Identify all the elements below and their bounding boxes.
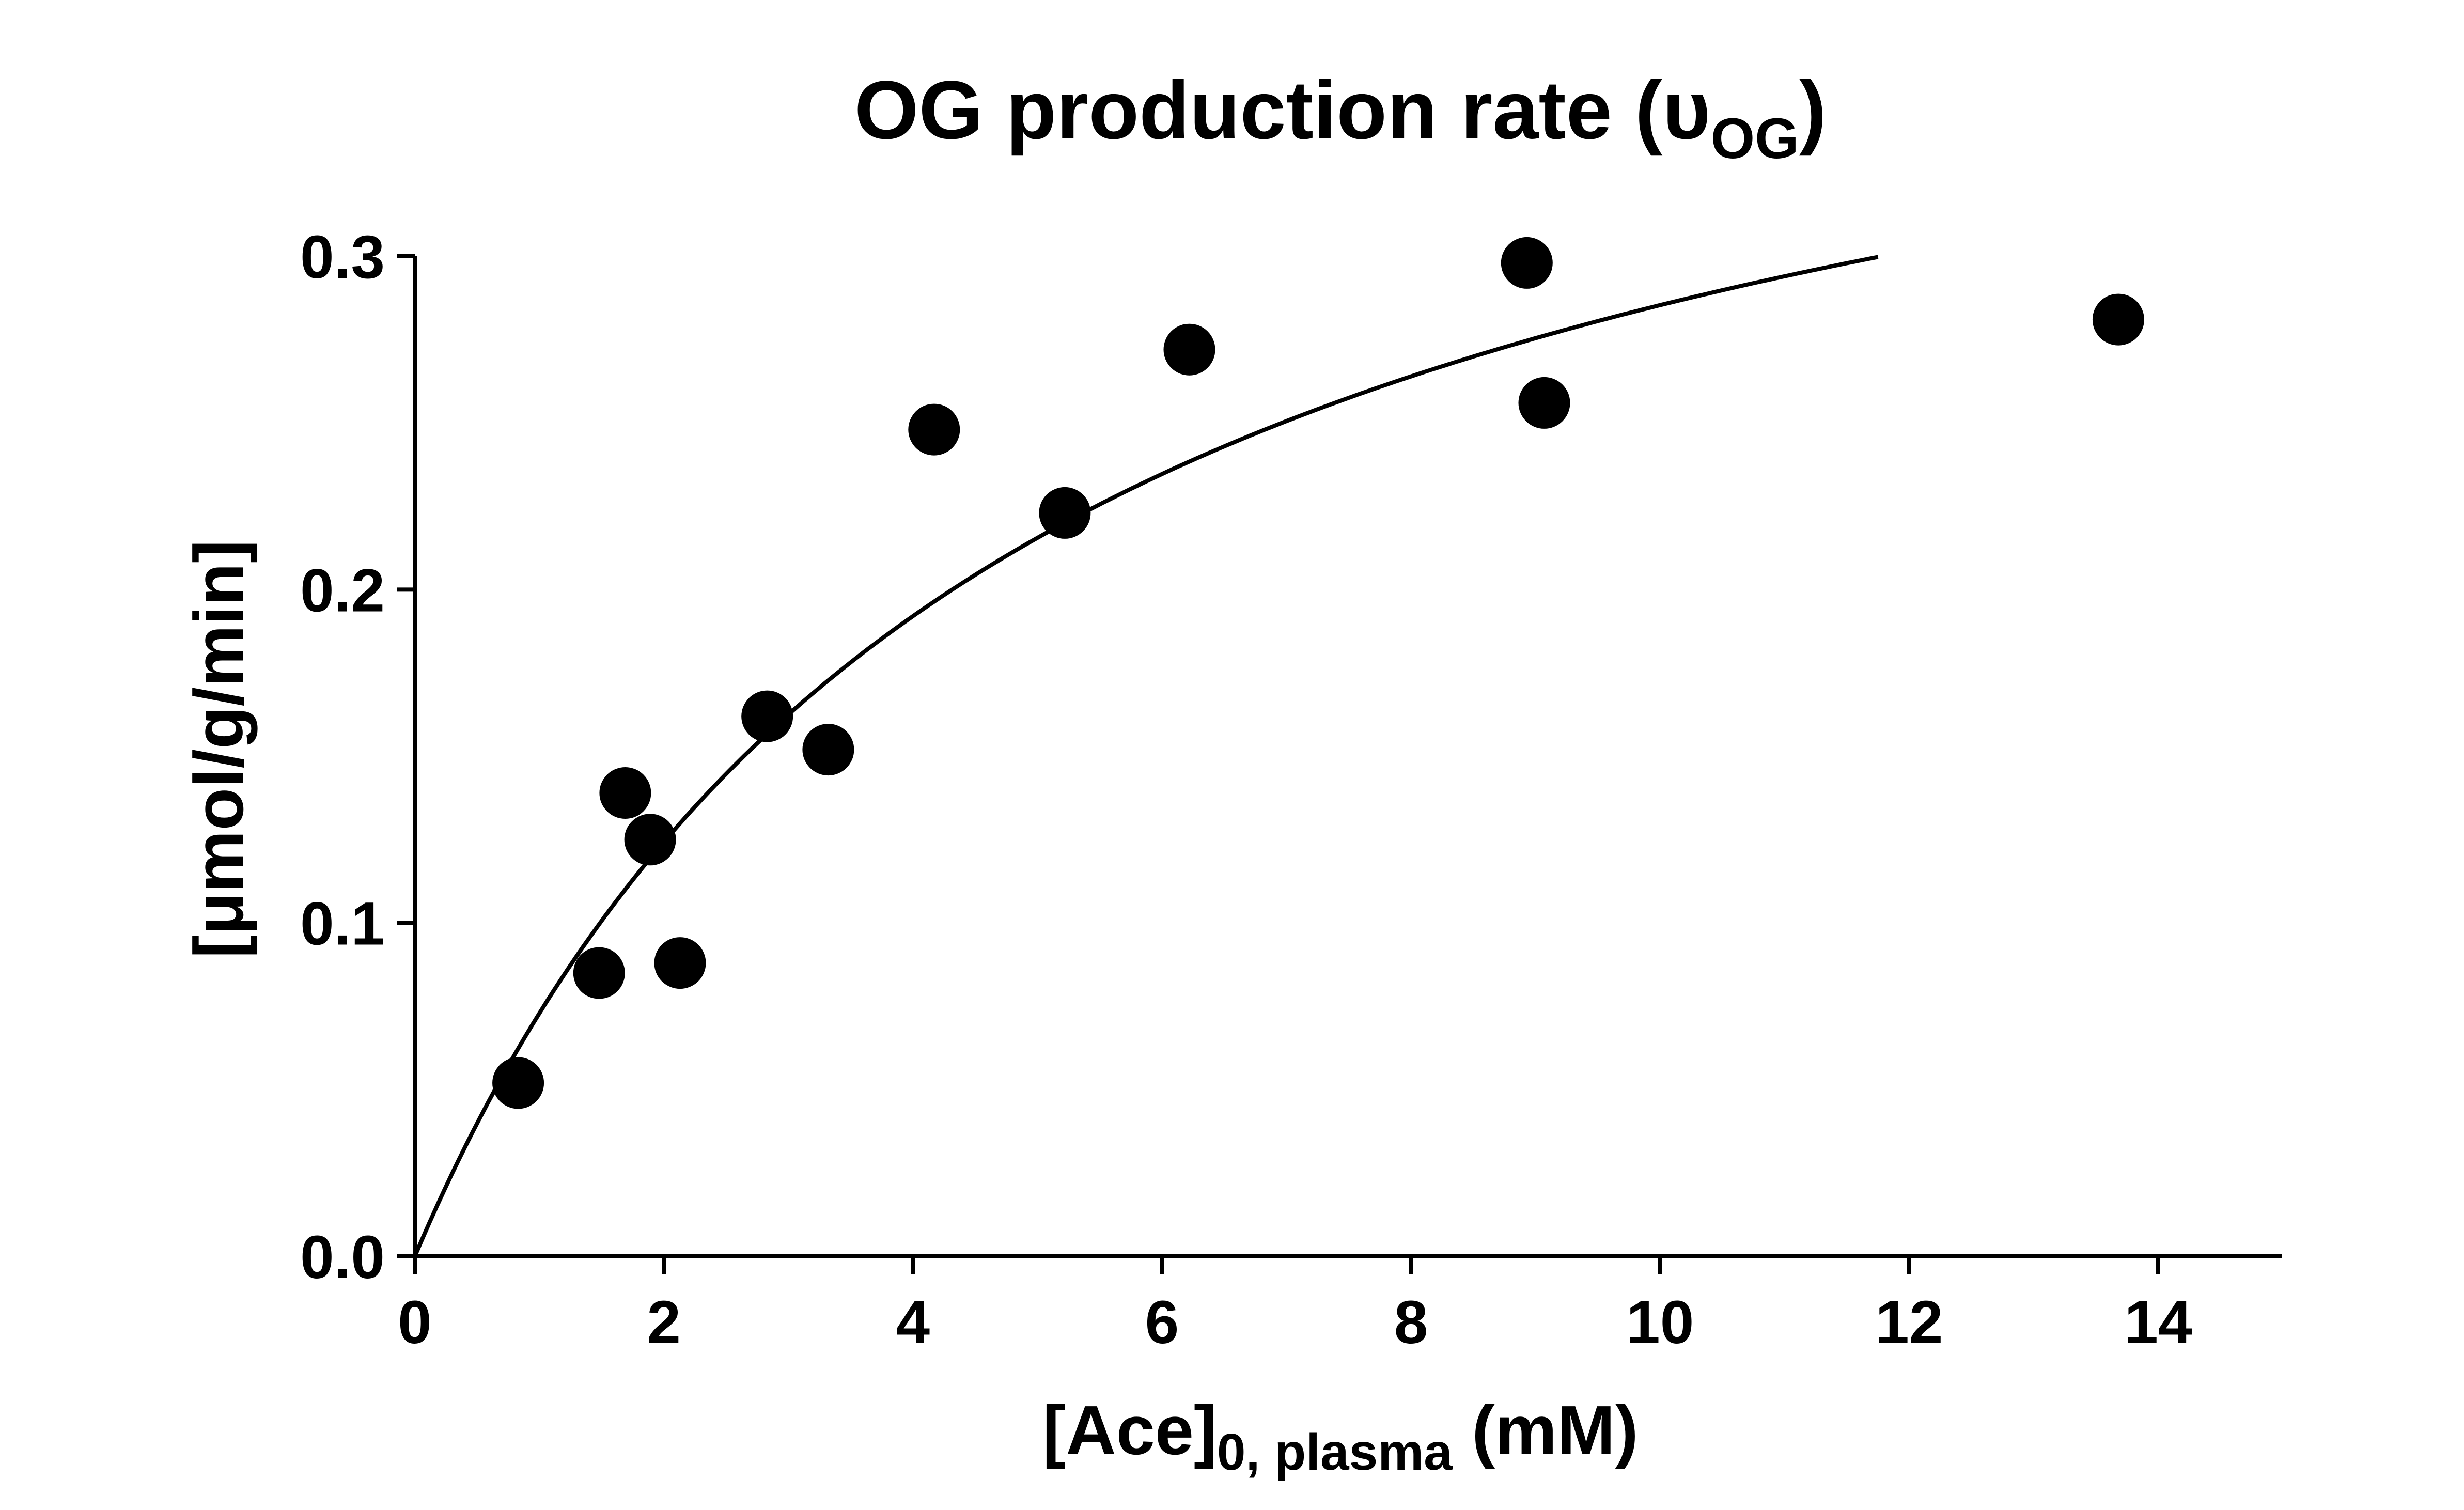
data-point: [654, 937, 706, 989]
x-tick-label: 14: [2124, 1288, 2192, 1357]
data-points: [492, 237, 2144, 1109]
x-tick-label: 10: [1626, 1288, 1694, 1357]
y-tick-label: 0.0: [300, 1223, 385, 1291]
x-axis-label-suffix: (mM): [1453, 1391, 1639, 1469]
x-tick-label: 6: [1145, 1288, 1179, 1357]
chart-title: OG production rate (υOG): [854, 64, 1827, 170]
data-point: [1518, 377, 1570, 429]
y-ticks: 0.0 0.1 0.2 0.3: [300, 223, 415, 1291]
data-point: [2092, 293, 2144, 346]
data-point: [908, 403, 960, 456]
x-tick-label: 4: [896, 1288, 930, 1357]
data-point: [492, 1057, 544, 1109]
x-tick-label: 8: [1394, 1288, 1428, 1357]
x-tick-label: 12: [1875, 1288, 1943, 1357]
x-ticks: 0 2 4 6 8 10 12 14: [398, 1256, 2192, 1357]
x-axis-label-subscript: 0, plasma: [1217, 1423, 1453, 1481]
data-point: [741, 690, 793, 742]
data-point: [802, 724, 854, 776]
x-tick-label: 0: [398, 1288, 432, 1357]
x-tick-label: 2: [647, 1288, 681, 1357]
data-point: [1039, 487, 1091, 539]
x-axis-label-main: [Ace]: [1042, 1391, 1217, 1469]
y-tick-label: 0.2: [300, 556, 385, 625]
data-point: [1163, 323, 1215, 376]
data-point: [599, 767, 651, 819]
fit-curve: [413, 255, 1879, 1257]
data-point: [573, 947, 625, 999]
y-axis-label: [μmol/g/min]: [180, 540, 258, 958]
data-point: [624, 814, 676, 866]
x-axis-label: [Ace]0, plasma (mM): [1042, 1391, 1638, 1481]
chart-title-close: ): [1799, 64, 1827, 156]
chart-title-main: OG production rate (υ: [854, 64, 1711, 156]
y-tick-label: 0.1: [300, 890, 385, 958]
y-tick-label: 0.3: [300, 223, 385, 291]
data-point: [1501, 237, 1553, 289]
chart-title-subscript: OG: [1711, 107, 1799, 170]
